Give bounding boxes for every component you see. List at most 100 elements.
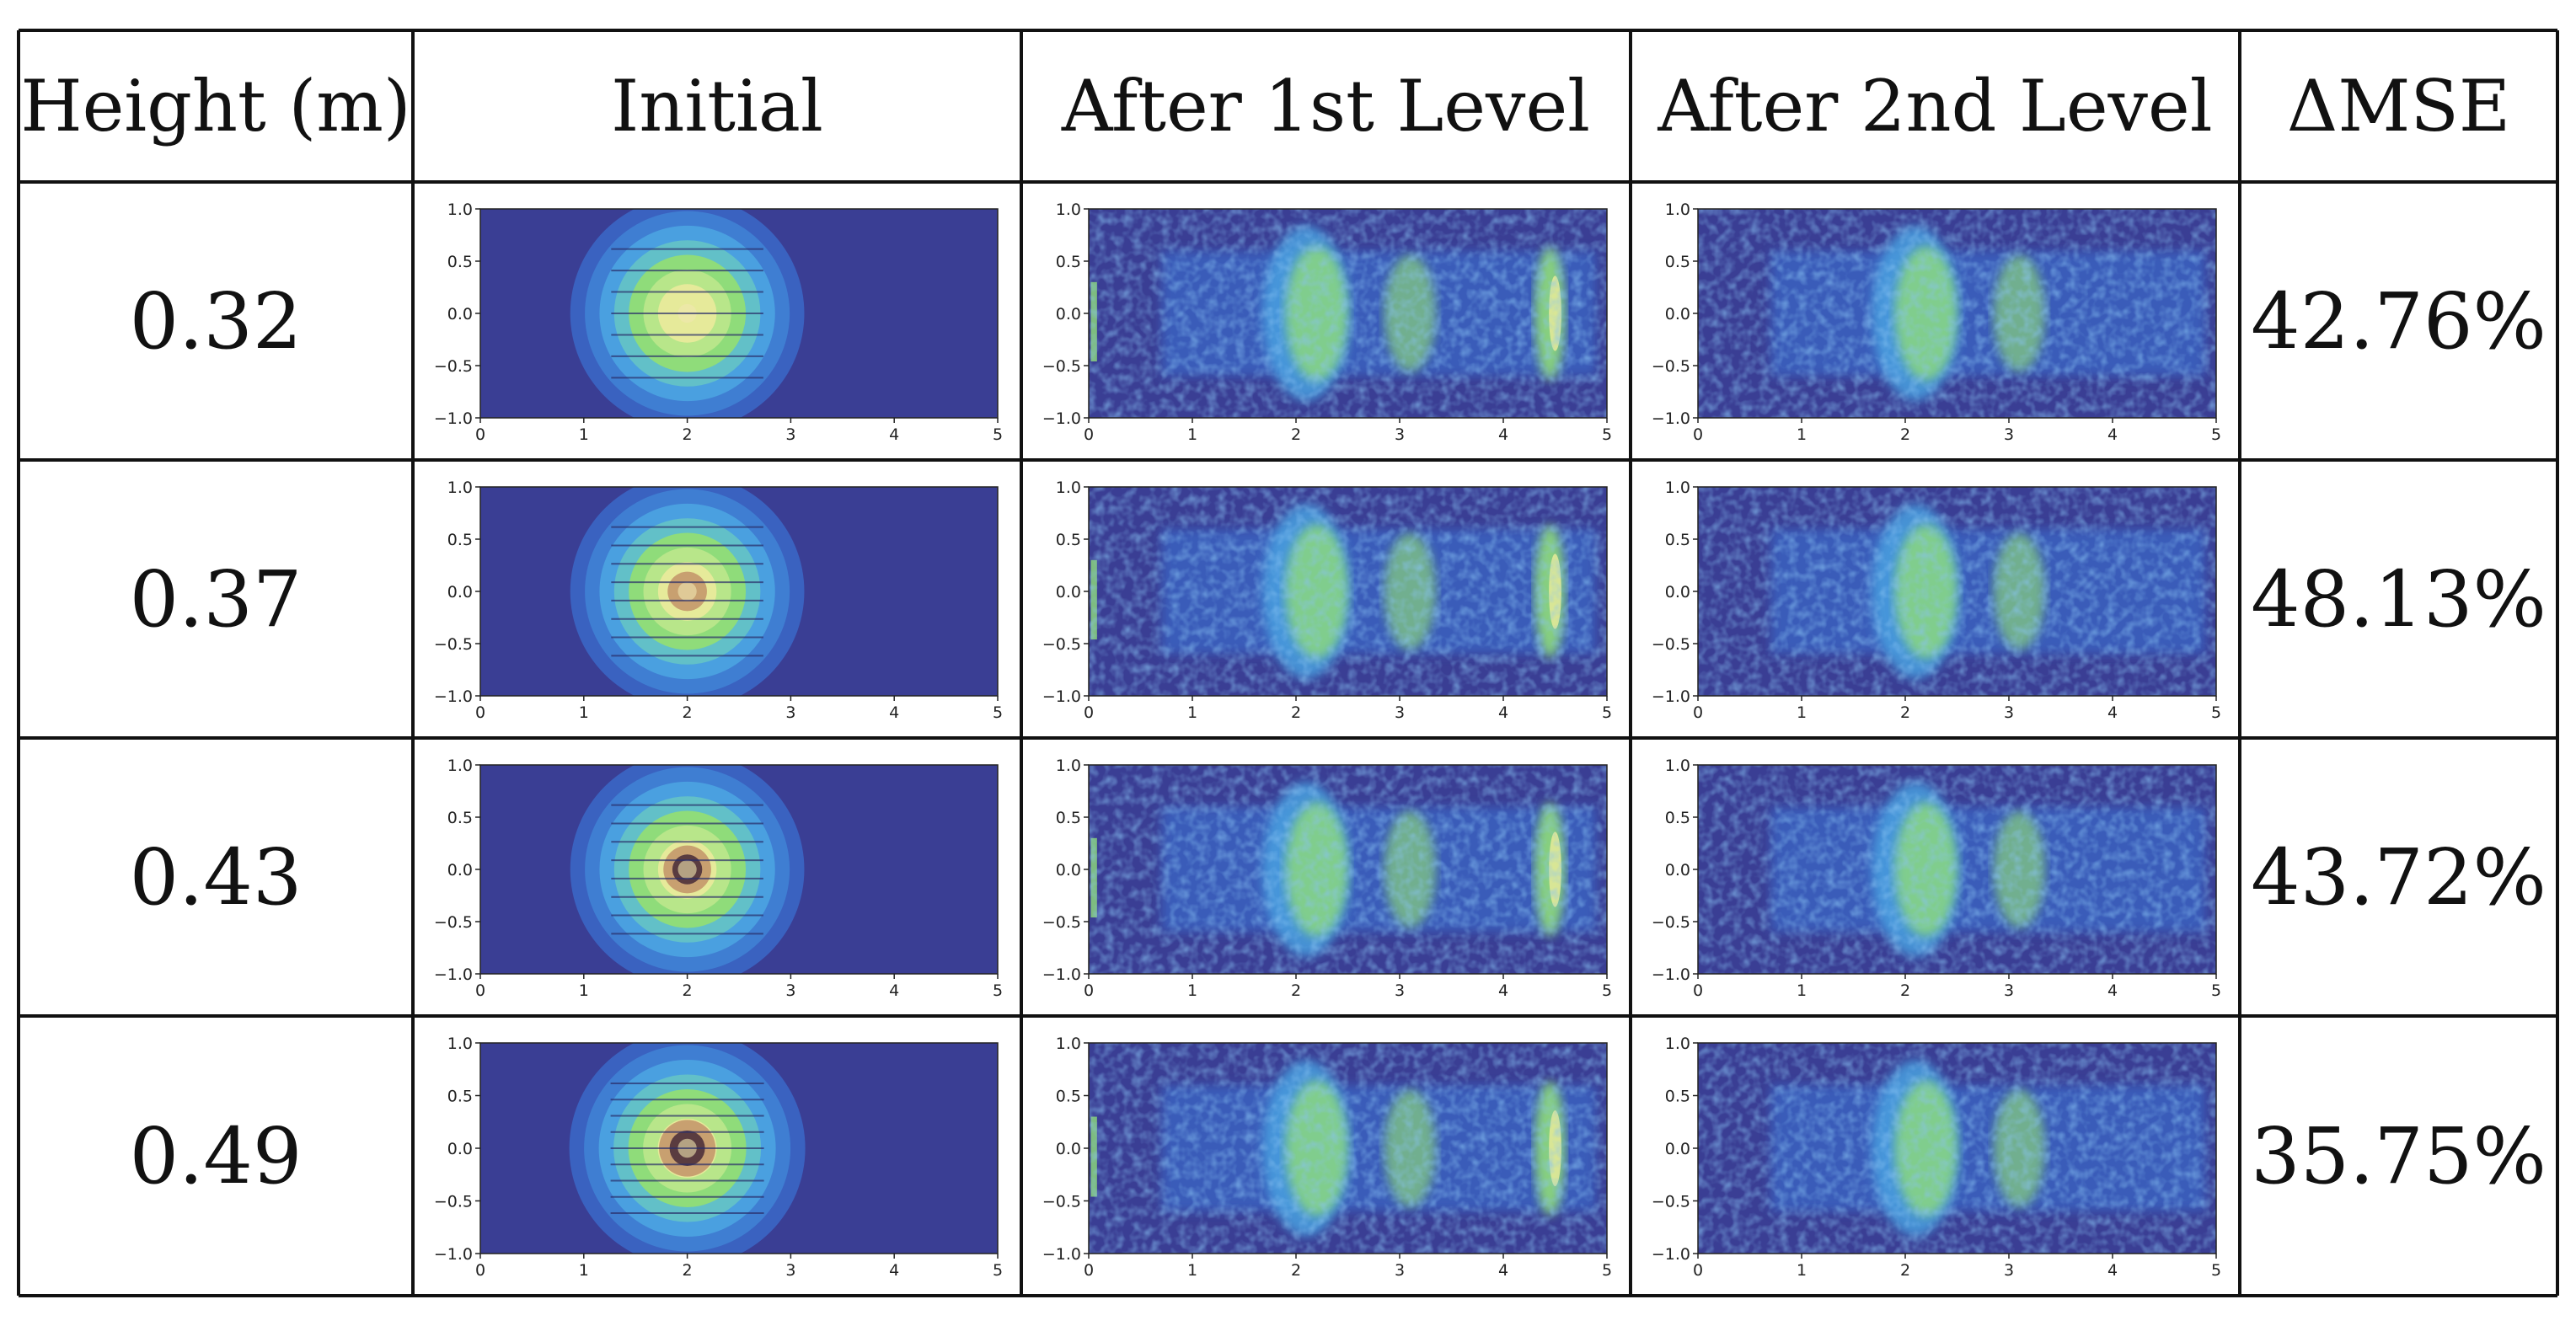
level1-plot-ytick-label: 0.5 (1056, 253, 1081, 271)
level2-plot-texture (1698, 487, 2216, 696)
initial-plot-ytick-label: −1.0 (434, 687, 473, 706)
level2-plot-xtick-label: 1 (1797, 1261, 1807, 1280)
level1-plot-xtick-label: 1 (1187, 425, 1197, 444)
level1-plot-frame (1088, 1042, 1608, 1254)
initial-plot-xtick-label: 5 (993, 981, 1003, 1000)
level2-plot-xtick-label: 1 (1797, 981, 1807, 1000)
initial-plot-xtick-label: 4 (889, 425, 899, 444)
level1-plot: 0 1 2 3 4 5 1.0 0.5 0.0 −0.5 −1.0 (1042, 1035, 1612, 1280)
level2-plot-ytick-label: 1.0 (1665, 1035, 1690, 1053)
level2-plot-xtick-label: 3 (2004, 703, 2014, 722)
level2-plot-field (1698, 487, 2216, 696)
level2-plot-field (1698, 1043, 2216, 1254)
initial-plot-frame (479, 1042, 999, 1254)
level2-plot-xtick-label: 4 (2107, 703, 2118, 722)
level2-plot-ytick-label: 1.0 (1665, 201, 1690, 219)
table-body: 0.32 42.76%0 1 2 3 4 51.00.50.0−0.5−1.00 1 2 3 4 51… (130, 201, 2547, 1280)
initial-plot-ytick-label: 1.0 (447, 201, 473, 219)
level1-plot-ytick-label: 1.0 (1056, 1035, 1081, 1053)
level1-plot-texture (1089, 765, 1607, 974)
level1-plot-ytick-label: 0.0 (1056, 1140, 1081, 1158)
initial-plot-frame (479, 764, 999, 975)
level2-plot-ytick-label: 0.5 (1665, 1088, 1690, 1106)
initial-plot-xtick-label: 2 (683, 703, 693, 722)
initial-plot-xtick-label: 2 (683, 425, 693, 444)
initial-plot-frame (479, 486, 999, 697)
row-4: 0.49 35.75%0 1 2 3 4 51.00.50.0−0.5−1.00 1 2 3 4 51… (130, 1035, 2547, 1280)
level2-plot-xtick-label: 1 (1797, 425, 1807, 444)
initial-plot-xtick-label: 4 (889, 703, 899, 722)
level1-plot-field (1089, 765, 1607, 974)
header-after-2nd: After 2nd Level (1657, 65, 2212, 147)
initial-plot-ytick-label: −1.0 (434, 965, 473, 984)
level2-plot-xtick-label: 4 (2107, 1261, 2118, 1280)
table-grid (17, 29, 2559, 1297)
level1-plot-xtick-label: 2 (1291, 981, 1301, 1000)
delta-mse-value: 35.75% (2251, 1111, 2547, 1201)
level1-plot-xtick-label: 4 (1498, 425, 1508, 444)
level2-plot-frame (1697, 486, 2217, 697)
level2-plot-xtick-label: 5 (2211, 703, 2221, 722)
initial-plot: 0 1 2 3 4 5 1.0 0.5 0.0 −0.5 −1.0 (434, 479, 1003, 722)
level2-plot-xtick-label: 2 (1900, 1261, 1910, 1280)
level1-plot-xtick-label: 5 (1602, 425, 1612, 444)
initial-plot-blob (570, 487, 805, 696)
level2-plot-ytick-label: −1.0 (1652, 687, 1690, 706)
level1-plot-xtick-label: 5 (1602, 703, 1612, 722)
level1-plot-xtick-label: 4 (1498, 703, 1508, 722)
level2-plot-xtick-label: 5 (2211, 981, 2221, 1000)
initial-plot-xtick-label: 0 (475, 981, 485, 1000)
initial-plot-ytick-label: −0.5 (434, 1193, 473, 1211)
level1-plot-xtick-label: 5 (1602, 1261, 1612, 1280)
initial-plot-frame (479, 208, 999, 419)
initial-plot: 0 1 2 3 4 5 1.0 0.5 0.0 −0.5 −1.0 (434, 1035, 1003, 1280)
level2-plot-ytick-label: 0.5 (1665, 809, 1690, 827)
row-3: 0.43 43.72%0 1 2 3 4 51.00.50.0−0.5−1.00 1 2 3 4 51… (130, 757, 2547, 1000)
level2-plot-xtick-label: 0 (1693, 981, 1703, 1000)
level1-plot-ytick-label: 1.0 (1056, 479, 1081, 497)
level1-plot-ytick-label: 1.0 (1056, 201, 1081, 219)
level1-plot-ytick-label: −1.0 (1042, 965, 1081, 984)
level1-plot-ytick-label: −0.5 (1042, 913, 1081, 932)
level2-plot-xtick-label: 2 (1900, 981, 1910, 1000)
level2-plot-xtick-label: 5 (2211, 1261, 2221, 1280)
initial-plot: 0 1 2 3 4 5 1.0 0.5 0.0 −0.5 −1.0 (434, 757, 1003, 1000)
initial-plot-ytick-label: 0.5 (447, 1088, 473, 1106)
level2-plot-frame (1697, 1042, 2217, 1254)
level1-plot-xtick-label: 4 (1498, 1261, 1508, 1280)
initial-plot-ytick-label: 0.0 (447, 305, 473, 323)
level1-plot-ytick-label: 0.5 (1056, 1088, 1081, 1106)
level2-plot-ytick-label: 1.0 (1665, 757, 1690, 775)
level2-plot-xtick-label: 4 (2107, 425, 2118, 444)
level2-plot-ytick-label: −1.0 (1652, 965, 1690, 984)
level1-plot-ytick-label: −1.0 (1042, 687, 1081, 706)
level1-plot-ytick-label: −1.0 (1042, 1245, 1081, 1264)
initial-plot-ytick-label: 0.0 (447, 1140, 473, 1158)
level1-plot-xtick-label: 1 (1187, 1261, 1197, 1280)
level1-plot-ytick-label: −0.5 (1042, 357, 1081, 376)
initial-plot-xtick-label: 3 (785, 703, 795, 722)
level2-plot-xtick-label: 0 (1693, 703, 1703, 722)
level2-plot-ytick-label: −1.0 (1652, 1245, 1690, 1264)
initial-plot-xtick-label: 2 (683, 981, 693, 1000)
level2-plot-field (1698, 209, 2216, 418)
initial-plot-ytick-label: −0.5 (434, 635, 473, 654)
row-2: 0.37 48.13%0 1 2 3 4 51.00.50.0−0.5−1.00 1 2 3 4 51… (130, 479, 2547, 722)
level1-plot: 0 1 2 3 4 5 1.0 0.5 0.0 −0.5 −1.0 (1042, 479, 1612, 722)
level2-plot-xtick-label: 5 (2211, 425, 2221, 444)
level2-plot-xtick-label: 1 (1797, 703, 1807, 722)
delta-mse-value: 42.76% (2251, 276, 2547, 366)
level1-plot-texture (1089, 209, 1607, 418)
initial-plot-blob (570, 765, 805, 974)
level1-plot-ytick-label: −0.5 (1042, 1193, 1081, 1211)
initial-plot: 0 1 2 3 4 5 1.0 0.5 0.0 −0.5 −1.0 (434, 201, 1003, 444)
level1-plot-ytick-label: −1.0 (1042, 409, 1081, 428)
level2-plot-xtick-label: 3 (2004, 425, 2014, 444)
initial-plot-xtick-label: 1 (579, 981, 589, 1000)
level2-plot-ytick-label: 0.0 (1665, 1140, 1690, 1158)
level1-plot-ytick-label: 1.0 (1056, 757, 1081, 775)
level1-plot-field (1089, 209, 1607, 418)
level2-plot-ytick-label: 0.5 (1665, 253, 1690, 271)
initial-plot-xtick-label: 0 (475, 703, 485, 722)
level1-plot-xtick-label: 5 (1602, 981, 1612, 1000)
